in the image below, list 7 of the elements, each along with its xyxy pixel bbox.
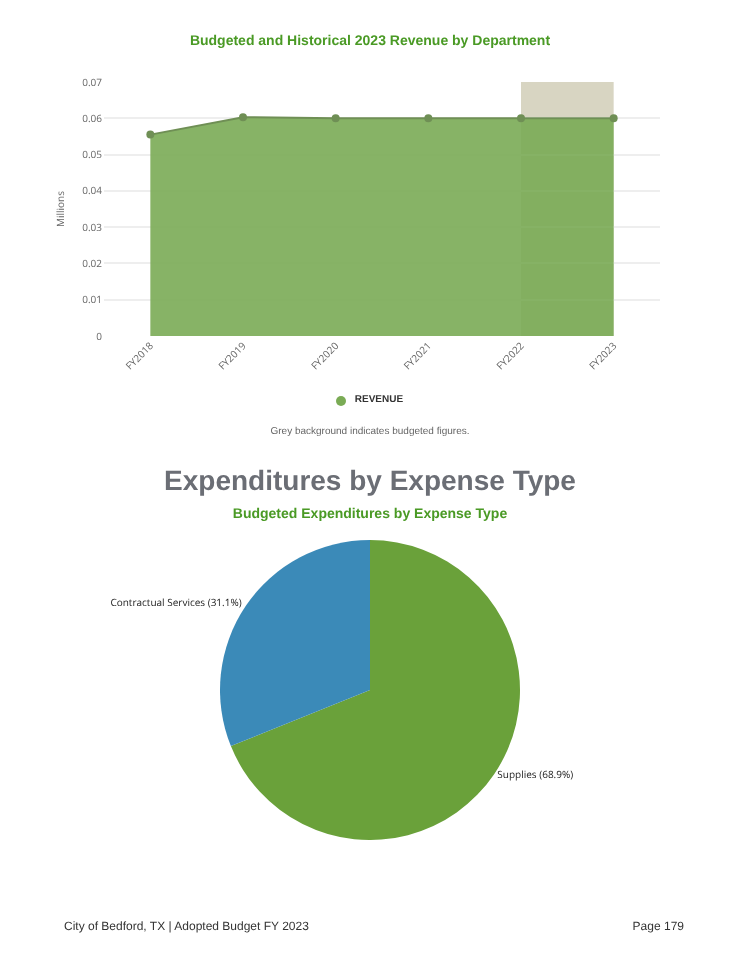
- point: [239, 113, 247, 122]
- point: [146, 130, 155, 139]
- point: [609, 114, 618, 123]
- point: [517, 114, 525, 123]
- point: [424, 114, 433, 123]
- chart-title: Expenditures by Expense Type: [162, 464, 578, 496]
- point: [331, 114, 340, 123]
